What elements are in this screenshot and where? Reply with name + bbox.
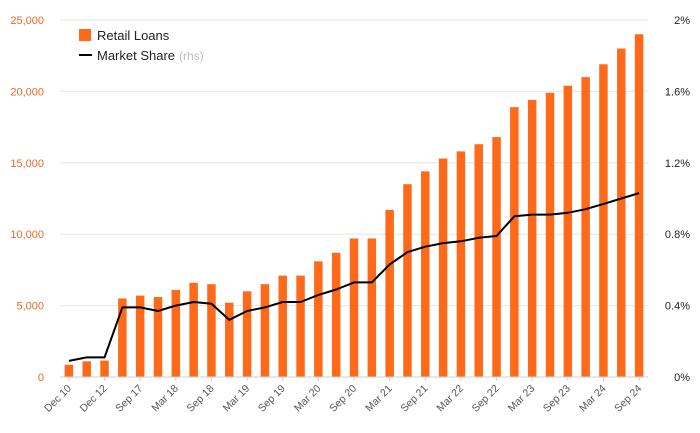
- bar: [82, 361, 91, 377]
- bar: [545, 92, 555, 377]
- bar: [225, 302, 234, 377]
- bar: [349, 238, 359, 377]
- y-right-tick-label: 1.2%: [665, 158, 690, 170]
- bar: [634, 34, 644, 377]
- x-tick-label: Sep 18: [185, 383, 217, 415]
- x-tick-label: Sep 17: [113, 383, 145, 415]
- bar: [492, 137, 501, 377]
- x-tick-label: Sep 23: [541, 383, 573, 415]
- y-right-tick-label: 0.8%: [665, 229, 690, 241]
- line-series-market-share: [68, 192, 640, 362]
- bar: [581, 77, 590, 378]
- x-tick-label: Mar 21: [363, 383, 395, 415]
- market-share-line: [68, 192, 640, 362]
- legend-label-market-share-suffix: (rhs): [179, 49, 204, 63]
- x-tick-label: Sep 21: [398, 383, 430, 415]
- bar: [474, 144, 483, 377]
- x-tick-label: Mar 24: [577, 383, 609, 415]
- y-left-tick-label: 20,000: [10, 86, 44, 98]
- bar: [207, 284, 216, 377]
- legend-label-retail-loans: Retail Loans: [97, 28, 170, 43]
- bar: [64, 364, 74, 377]
- bar: [510, 107, 519, 377]
- bar: [118, 298, 127, 377]
- bar: [438, 158, 448, 377]
- bar: [189, 282, 198, 377]
- y-left-tick-label: 15,000: [10, 158, 44, 170]
- x-tick-label: Sep 19: [256, 383, 288, 415]
- legend-label-market-share: Market Share (rhs): [97, 48, 204, 63]
- x-tick-label: Mar 22: [434, 383, 466, 415]
- legend-swatch-retail-loans: [79, 29, 91, 41]
- x-tick-label: Mar 20: [292, 383, 324, 415]
- x-tick-label: Sep 24: [612, 383, 644, 415]
- bar: [367, 238, 377, 377]
- y-left-tick-label: 5,000: [16, 301, 44, 313]
- bar: [385, 209, 394, 377]
- x-tick-label: Sep 22: [470, 383, 502, 415]
- x-tick-label: Dec 10: [42, 383, 74, 415]
- x-tick-label: Mar 23: [506, 383, 538, 415]
- y-right-tick-label: 0%: [674, 372, 690, 384]
- y-left-tick-label: 25,000: [10, 15, 44, 27]
- bar: [314, 261, 323, 377]
- bar: [171, 289, 181, 377]
- bar: [331, 252, 341, 377]
- bar: [278, 275, 287, 377]
- x-tick-label: Dec 12: [78, 383, 110, 415]
- bar: [260, 284, 270, 377]
- x-tick-label: Mar 19: [221, 383, 253, 415]
- bar: [617, 48, 626, 378]
- bar: [456, 151, 466, 377]
- bar: [242, 291, 252, 377]
- bar: [599, 64, 608, 377]
- bar: [527, 99, 537, 377]
- legend-label-market-share-name: Market Share: [97, 48, 175, 63]
- bar: [421, 171, 430, 377]
- y-right-tick-label: 0.4%: [665, 301, 690, 313]
- y-left-tick-label: 10,000: [10, 229, 44, 241]
- y-right-tick-label: 2%: [674, 15, 690, 27]
- x-tick-label: Mar 18: [149, 383, 181, 415]
- x-tick-label: Sep 20: [327, 383, 359, 415]
- bar: [296, 275, 305, 377]
- bar: [153, 297, 163, 377]
- bar: [403, 184, 412, 377]
- bar-series-retail-loans: [64, 34, 644, 378]
- bar: [135, 295, 145, 377]
- legend: Retail Loans Market Share (rhs): [79, 28, 204, 63]
- y-right-tick-label: 1.6%: [665, 86, 690, 98]
- bar: [563, 85, 573, 378]
- bar: [100, 360, 109, 377]
- y-left-tick-label: 0: [38, 372, 44, 384]
